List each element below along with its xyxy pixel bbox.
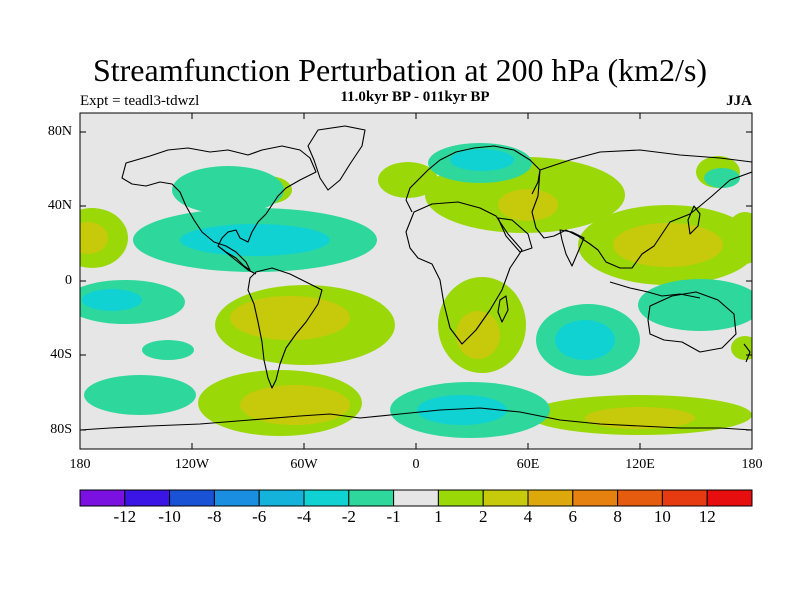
colorbar-label: 2	[478, 507, 488, 526]
colorbar-swatch	[348, 489, 395, 507]
anomaly-region	[180, 224, 330, 256]
anomaly-region	[450, 149, 514, 171]
antarctica-coastline	[80, 407, 752, 431]
lon-label: 120W	[174, 457, 210, 472]
colorbar-swatch	[258, 489, 305, 507]
anomaly-region	[378, 162, 438, 198]
lon-label: 60E	[516, 457, 540, 472]
asia-coastline	[531, 149, 752, 269]
lon-label: 120E	[625, 457, 655, 472]
central-america-coastline	[217, 245, 257, 275]
africa-coastline	[405, 201, 523, 345]
colorbar-label: -12	[113, 507, 137, 526]
coastlines	[80, 125, 752, 431]
colorbar-swatch	[617, 489, 663, 507]
anomaly-region	[84, 375, 196, 415]
anomaly-region	[585, 407, 695, 429]
colorbar-label: -2	[341, 507, 356, 526]
anomaly-region	[82, 289, 142, 311]
arabia-coastline	[497, 217, 533, 253]
colorbar-label: -6	[252, 507, 267, 526]
colorbar-swatch	[706, 489, 753, 507]
colorbar-swatch	[661, 489, 708, 507]
colorbar-label: -10	[158, 507, 181, 526]
anomaly-region	[555, 320, 615, 360]
colorbar-label: 10	[653, 507, 671, 526]
axis-ticks	[80, 113, 752, 449]
australia-coastline	[647, 291, 737, 353]
anomaly-region	[230, 296, 350, 340]
colorbar-swatch	[79, 489, 126, 507]
lat-label: 40S	[50, 347, 72, 362]
north-america-coastline	[121, 145, 317, 271]
colorbar-swatch	[169, 489, 215, 507]
colorbar-swatch	[437, 489, 484, 507]
anomaly-region	[613, 223, 723, 267]
anomaly-region	[731, 336, 752, 360]
plot-subtitle: 11.0kyr BP - 011kyr BP	[340, 89, 490, 105]
europe-coastline	[405, 145, 541, 213]
colorbar-label: 12	[698, 507, 716, 526]
new-zealand-coastline	[743, 343, 751, 363]
map-panel	[80, 113, 752, 449]
anomaly-region	[142, 340, 194, 360]
colorbar-label: 4	[523, 507, 533, 526]
india-coastline	[559, 229, 585, 267]
anomaly-region	[417, 395, 507, 425]
anomaly-region	[704, 168, 740, 188]
colorbar-label: -4	[296, 507, 312, 526]
lat-label: 80S	[50, 422, 72, 437]
season-label: JJA	[726, 93, 752, 109]
colorbar-label: -1	[386, 507, 401, 526]
lat-label: 80N	[47, 124, 72, 139]
anomaly-fields	[80, 143, 752, 438]
colorbar-swatch	[213, 489, 260, 507]
colorbar-swatch	[572, 489, 619, 507]
colorbar-swatch	[124, 489, 171, 507]
plot-title: Streamfunction Perturbation at 200 hPa (…	[92, 52, 708, 88]
experiment-label: Expt = teadl3-tdwzl	[80, 93, 200, 109]
colorbar-swatch	[527, 489, 574, 507]
colorbar	[79, 489, 753, 507]
colorbar-swatch	[482, 489, 529, 507]
madagascar-coastline	[497, 295, 509, 323]
colorbar-label: 6	[568, 507, 578, 526]
lon-label: 180	[741, 457, 763, 472]
anomaly-region	[80, 222, 108, 254]
colorbar-label: 8	[613, 507, 622, 526]
lon-label: 0	[412, 457, 420, 472]
south-america-coastline	[247, 267, 323, 389]
lat-label: 40N	[47, 198, 72, 213]
anomaly-region	[498, 189, 558, 221]
anomaly-region	[638, 279, 752, 331]
lon-label: 60W	[290, 457, 318, 472]
colorbar-label: 1	[434, 507, 443, 526]
colorbar-swatch	[393, 489, 439, 507]
anomaly-region	[456, 311, 500, 359]
lat-label: 0	[65, 273, 72, 288]
lon-label: 180	[69, 457, 91, 472]
greenland-coastline	[307, 125, 366, 191]
colorbar-label: -8	[207, 507, 222, 526]
anomaly-region	[172, 166, 284, 214]
colorbar-swatch	[303, 489, 350, 507]
japan-coastline	[687, 205, 701, 235]
